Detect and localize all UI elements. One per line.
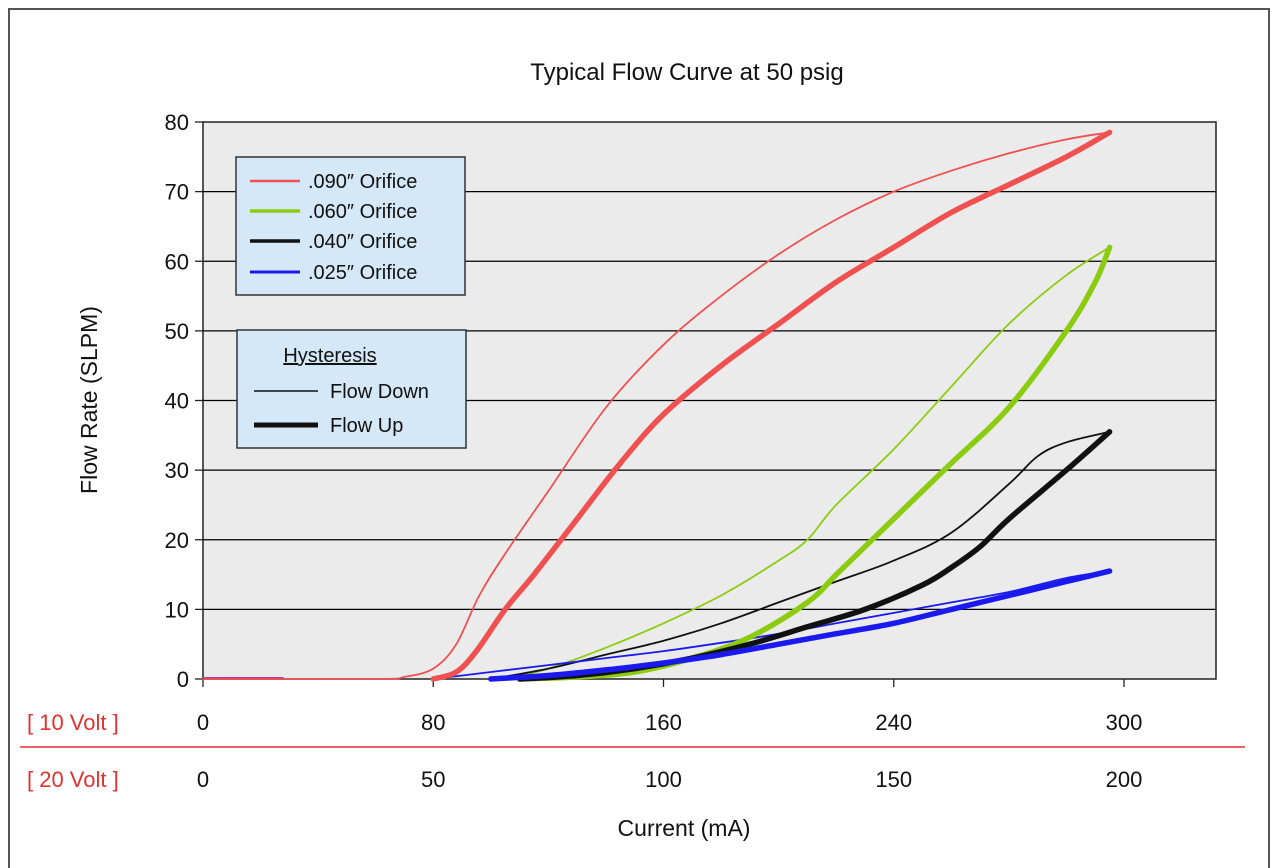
series-line-090-down [202, 131, 1111, 681]
x-tick-label: 50 [421, 767, 445, 792]
x-tick-label: 0 [197, 767, 209, 792]
hysteresis-legend-box [236, 329, 467, 449]
legend-label-025: .025″ Orifice [308, 262, 417, 284]
legend-label-090: .090″ Orifice [308, 171, 417, 193]
series-line-090-up [430, 129, 1113, 682]
x-tick-label: 100 [645, 767, 682, 792]
x-tick-label: 150 [875, 767, 912, 792]
y-tick-label: 80 [165, 110, 189, 135]
legend-label-flow-up: Flow Up [330, 415, 403, 437]
series-lines [202, 129, 1113, 682]
x-tick-label: 0 [197, 710, 209, 735]
y-tick-label: 70 [165, 180, 189, 205]
scale-row-label: [ 20 Volt ] [27, 767, 119, 792]
y-tick-label: 30 [165, 458, 189, 483]
y-axis-ticks: 0 10 20 30 40 50 60 70 80 [165, 110, 203, 692]
x-tick-label: 80 [421, 710, 445, 735]
series-line-060-down [504, 246, 1111, 680]
series-line-025-up [488, 568, 1113, 682]
x-tick-label: 200 [1106, 767, 1143, 792]
flow-curve-chart: Typical Flow Curve at 50 psig 0 10 20 30 40 5… [20, 59, 1245, 841]
series-line-060-up [516, 244, 1113, 682]
legend-label-040: .040″ Orifice [308, 231, 417, 253]
y-tick-label: 10 [165, 597, 189, 622]
orifice-legend: .090″ Orifice .060″ Orifice .040″ Orific… [235, 156, 466, 296]
x-tick-label: 240 [875, 710, 912, 735]
y-tick-label: 20 [165, 528, 189, 553]
y-axis-title: Flow Rate (SLPM) [76, 306, 102, 494]
hysteresis-legend: Hysteresis Flow Down Flow Up [236, 329, 467, 449]
chart-title: Typical Flow Curve at 50 psig [530, 59, 843, 86]
x-axis-ticks: [ 10 Volt ] 0 80 160 240 300 [ 20 Volt ] 0 50 100… [27, 679, 1142, 792]
legend-label-060: .060″ Orifice [308, 201, 417, 223]
y-tick-label: 60 [165, 249, 189, 274]
y-tick-label: 0 [177, 667, 189, 692]
hysteresis-legend-title: Hysteresis [283, 345, 376, 367]
y-tick-label: 50 [165, 319, 189, 344]
scale-row-label: [ 10 Volt ] [27, 710, 119, 735]
x-tick-label: 160 [645, 710, 682, 735]
y-tick-label: 40 [165, 389, 189, 414]
legend-label-flow-down: Flow Down [330, 381, 429, 403]
x-tick-label: 300 [1106, 710, 1143, 735]
x-axis-title: Current (mA) [618, 815, 751, 841]
series-line-040-down [489, 430, 1111, 680]
